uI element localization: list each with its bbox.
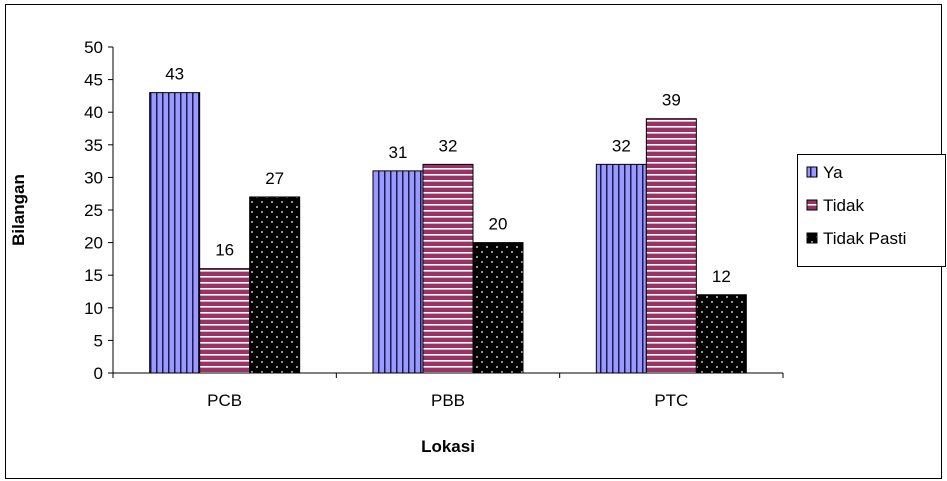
x-tick-label: PCB bbox=[207, 391, 242, 410]
data-label: 32 bbox=[612, 136, 631, 155]
legend: Ya Tidak Tidak Pasti bbox=[797, 154, 946, 267]
bar-tidak bbox=[199, 268, 251, 374]
bar-ya bbox=[595, 163, 647, 374]
data-label: 27 bbox=[265, 169, 284, 188]
bar-tidak-pasti bbox=[472, 242, 524, 374]
y-tick-label: 30 bbox=[84, 168, 103, 187]
legend-swatch bbox=[806, 199, 818, 211]
data-label: 32 bbox=[439, 136, 458, 155]
y-axis: 0 5 10 15 20 25 30 35 40 45 50 bbox=[84, 38, 114, 383]
y-tick-label: 45 bbox=[84, 71, 103, 90]
data-label: 20 bbox=[489, 215, 508, 234]
y-tick-label: 40 bbox=[84, 103, 103, 122]
data-labels: 43 16 27 31 32 20 32 39 12 bbox=[165, 65, 731, 286]
legend-label: Tidak Pasti bbox=[823, 229, 906, 248]
y-axis-title: Bilangan bbox=[9, 174, 28, 246]
y-tick-label: 0 bbox=[94, 364, 103, 383]
y-tick-label: 20 bbox=[84, 234, 103, 253]
y-tick-label: 25 bbox=[84, 201, 103, 220]
bar-tidak-pasti bbox=[249, 196, 301, 374]
bar-ya bbox=[372, 170, 424, 374]
legend-box bbox=[797, 154, 946, 267]
x-tick-label: PBB bbox=[431, 391, 465, 410]
bar-tidak-pasti bbox=[695, 294, 747, 374]
x-tick-label: PTC bbox=[654, 391, 688, 410]
legend-label: Ya bbox=[823, 163, 843, 182]
data-label: 16 bbox=[215, 241, 234, 260]
bar-ya bbox=[149, 92, 201, 374]
legend-label: Tidak bbox=[823, 196, 864, 215]
legend-swatch bbox=[806, 166, 818, 178]
x-axis-title: Lokasi bbox=[421, 437, 475, 456]
legend-swatch bbox=[806, 232, 818, 244]
y-tick-label: 35 bbox=[84, 136, 103, 155]
y-tick-label: 5 bbox=[94, 331, 103, 350]
data-label: 31 bbox=[389, 143, 408, 162]
bars bbox=[149, 92, 747, 374]
data-label: 12 bbox=[712, 267, 731, 286]
y-tick-label: 50 bbox=[84, 38, 103, 57]
data-label: 43 bbox=[165, 65, 184, 84]
y-tick-label: 15 bbox=[84, 266, 103, 285]
bar-tidak bbox=[422, 163, 474, 374]
data-label: 39 bbox=[662, 91, 681, 110]
bar-tidak bbox=[645, 118, 697, 374]
y-tick-label: 10 bbox=[84, 299, 103, 318]
